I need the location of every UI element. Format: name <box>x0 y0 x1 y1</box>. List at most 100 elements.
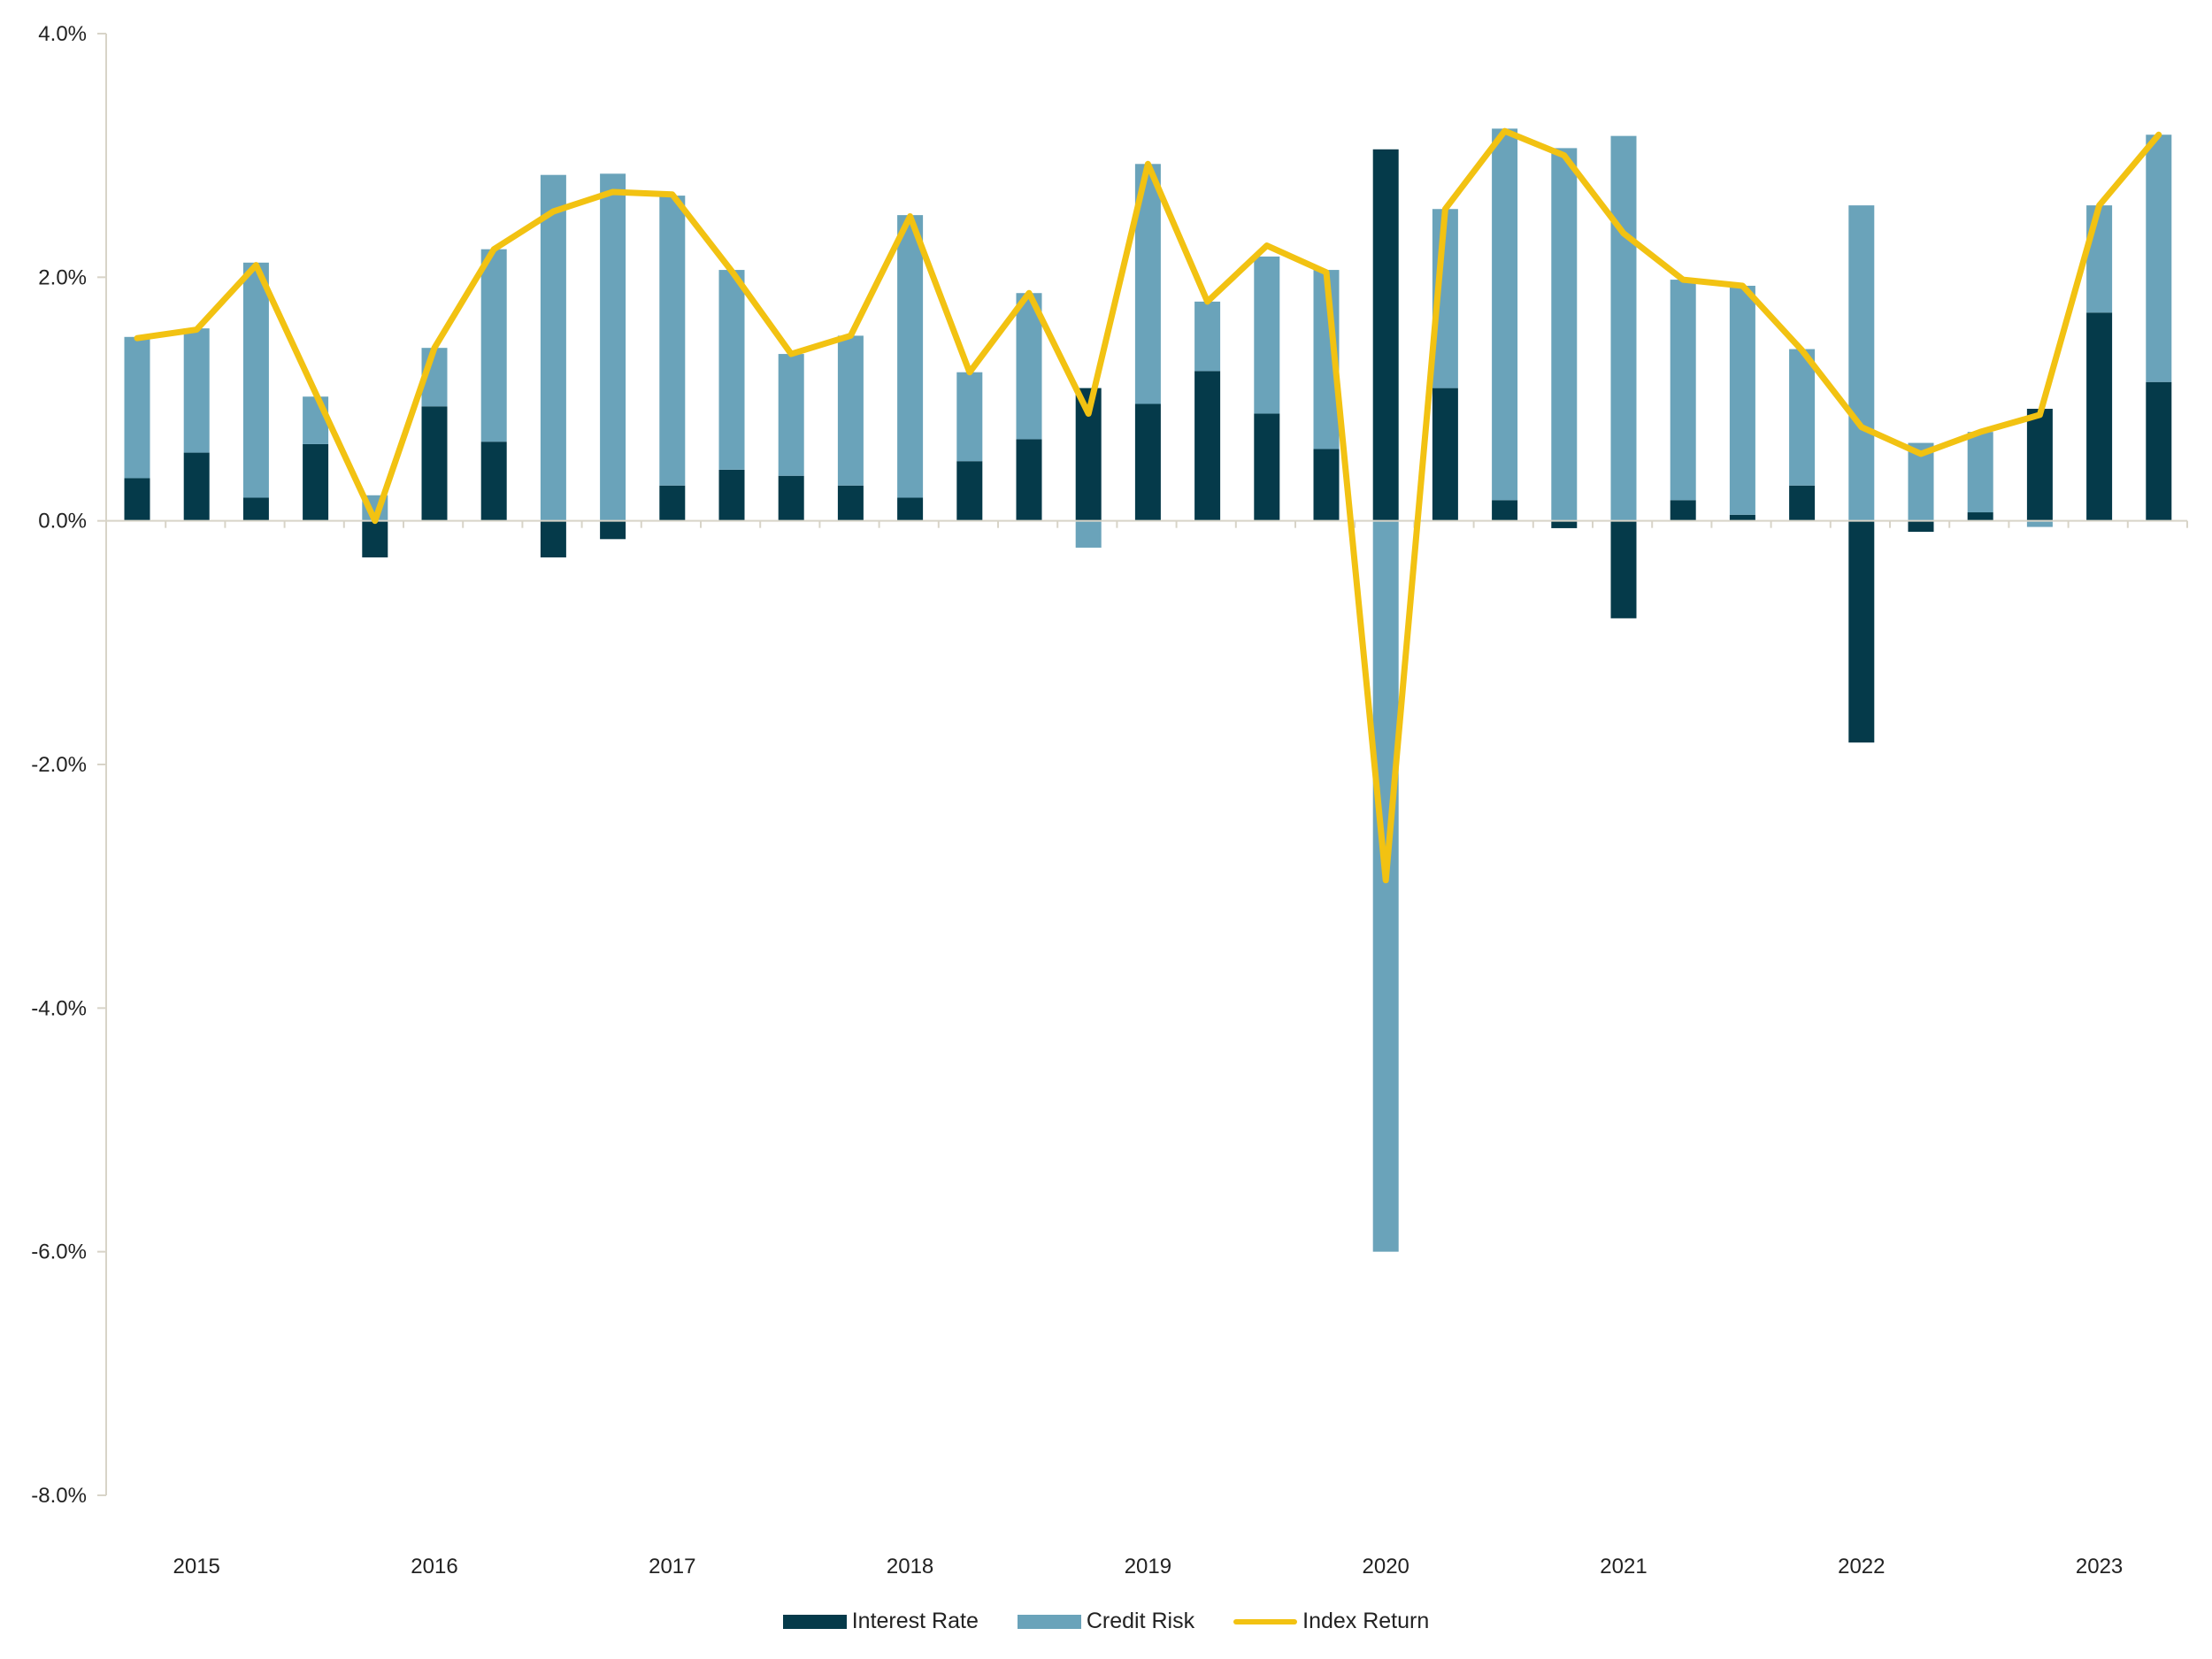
index-return-point <box>968 371 971 373</box>
interest-rate-bar <box>837 485 864 521</box>
interest-rate-bar <box>124 478 150 521</box>
legend-item-interest-rate: Interest Rate <box>782 1609 979 1634</box>
interest-rate-bar <box>956 461 983 521</box>
index-return-point <box>790 353 793 356</box>
credit-risk-bar <box>1610 135 1637 521</box>
credit-risk-bar <box>1372 520 1399 1252</box>
interest-rate-bar <box>183 452 210 521</box>
credit-risk-bar <box>540 174 566 521</box>
y-tick-label: 0.0% <box>38 510 87 534</box>
index-return-point <box>434 347 435 349</box>
index-return-point <box>2039 413 2041 416</box>
legend-swatch-credit-risk <box>1017 1614 1081 1629</box>
y-axis-ticks: 4.0% 2.0% 0.0% -2.0% -4.0% -6.0% -8.0% <box>31 22 106 1508</box>
index-return-point <box>731 270 733 273</box>
y-tick-label: -2.0% <box>31 753 87 777</box>
index-return-point <box>1563 154 1565 157</box>
credit-risk-bar <box>2026 520 2053 527</box>
credit-risk-bar <box>2086 205 2113 313</box>
interest-rate-bar <box>1670 500 1696 521</box>
legend-item-credit-risk: Credit Risk <box>1017 1609 1194 1634</box>
credit-risk-bar <box>1551 148 1578 521</box>
index-return-point <box>1682 279 1685 281</box>
interest-rate-bar <box>480 442 507 521</box>
index-return-point <box>552 210 555 212</box>
index-return-point <box>671 193 673 196</box>
credit-risk-bar <box>480 249 507 442</box>
index-return-point <box>1860 426 1863 428</box>
index-return-point <box>1623 232 1624 234</box>
x-tick-label: 2017 <box>649 1555 695 1578</box>
legend-item-index-return: Index Return <box>1233 1609 1429 1634</box>
interest-rate-bar <box>1729 514 1755 521</box>
interest-rate-bar <box>1789 485 1816 521</box>
interest-rate-bar <box>242 497 269 521</box>
interest-rate-bar <box>540 520 566 557</box>
credit-risk-bar <box>600 173 626 521</box>
line-layer <box>134 127 2162 884</box>
credit-risk-bar <box>837 335 864 486</box>
interest-rate-bar <box>1016 439 1042 521</box>
index-return-point <box>1385 879 1387 881</box>
index-return-point <box>1087 412 1090 415</box>
credit-risk-bar <box>1670 280 1696 501</box>
interest-rate-bar <box>1967 512 1993 521</box>
index-return-point <box>1801 349 1803 351</box>
interest-rate-bar <box>1372 149 1399 521</box>
interest-rate-bar <box>778 475 804 521</box>
x-tick-label: 2020 <box>1363 1555 1409 1578</box>
index-return-point <box>493 248 495 250</box>
interest-rate-bar <box>1551 520 1578 528</box>
credit-risk-bar <box>1254 256 1280 414</box>
index-return-point <box>1920 452 1922 455</box>
credit-risk-bar <box>778 354 804 476</box>
index-return-point <box>1444 208 1447 211</box>
x-tick-label: 2023 <box>2076 1555 2123 1578</box>
index-return-point <box>1206 300 1209 303</box>
index-return-point <box>1741 284 1744 287</box>
index-return-point <box>314 392 317 395</box>
credit-risk-bar <box>1194 301 1221 372</box>
index-return-point <box>1979 431 1982 434</box>
x-tick-label: 2015 <box>173 1555 220 1578</box>
credit-risk-bar <box>242 262 269 498</box>
interest-rate-bar <box>421 406 448 521</box>
index-return-point <box>1503 130 1506 133</box>
interest-rate-bar <box>2026 409 2053 521</box>
interest-rate-bar <box>2086 312 2113 521</box>
credit-risk-bar <box>303 396 329 444</box>
index-return-point <box>1325 271 1327 273</box>
interest-rate-bar <box>897 497 924 521</box>
legend: Interest Rate Credit Risk Index Return <box>0 1609 2212 1634</box>
credit-risk-bar <box>2146 134 2172 382</box>
credit-risk-bar <box>1967 432 1993 513</box>
index-return-point <box>2157 134 2160 136</box>
index-return-point <box>1147 163 1149 165</box>
index-return-point <box>909 215 911 218</box>
x-tick-label: 2018 <box>887 1555 933 1578</box>
interest-rate-bar <box>1492 500 1518 521</box>
index-return-point <box>1028 292 1030 295</box>
credit-risk-bar <box>1075 520 1102 548</box>
index-return-point <box>136 337 138 340</box>
y-tick-label: -4.0% <box>31 996 87 1020</box>
credit-risk-bar <box>659 196 686 486</box>
interest-rate-bar <box>1254 413 1280 521</box>
credit-risk-bar <box>1016 293 1042 440</box>
interest-rate-bar <box>1313 449 1340 521</box>
index-return-point <box>255 264 257 266</box>
interest-rate-bar <box>1848 520 1875 743</box>
legend-label: Index Return <box>1302 1609 1430 1633</box>
index-return-point <box>2098 204 2101 207</box>
interest-rate-bar <box>659 485 686 521</box>
credit-risk-bar <box>1492 128 1518 501</box>
x-tick-label: 2022 <box>1838 1555 1885 1578</box>
interest-rate-bar <box>718 469 745 521</box>
interest-rate-bar <box>1610 520 1637 618</box>
credit-risk-bar <box>183 328 210 453</box>
credit-risk-bar <box>124 336 150 479</box>
interest-rate-bar <box>1194 371 1221 521</box>
y-tick-label: -6.0% <box>31 1240 87 1264</box>
x-tick-label: 2019 <box>1125 1555 1171 1578</box>
